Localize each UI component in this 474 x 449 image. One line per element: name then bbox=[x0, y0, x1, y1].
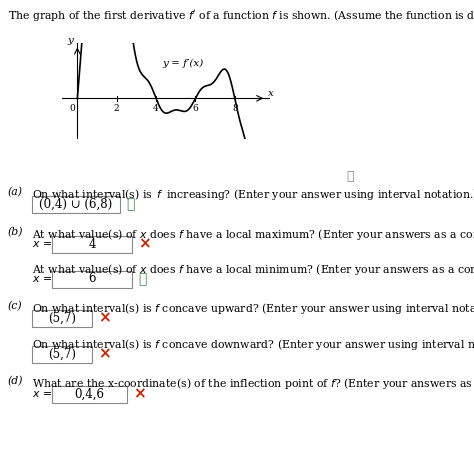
Text: $x$ =: $x$ = bbox=[32, 239, 52, 249]
Bar bbox=[32, 309, 92, 326]
Text: At what value(s) of $x$ does $f$ have a local minimum? (Enter your answers as a : At what value(s) of $x$ does $f$ have a … bbox=[32, 262, 474, 277]
Text: 6: 6 bbox=[88, 273, 96, 286]
Text: On what interval(s) is $f$ concave upward? (Enter your answer using interval not: On what interval(s) is $f$ concave upwar… bbox=[32, 301, 474, 316]
Bar bbox=[52, 386, 127, 402]
Bar bbox=[32, 345, 92, 362]
Text: (5,7): (5,7) bbox=[48, 312, 76, 325]
Text: (d): (d) bbox=[8, 376, 24, 386]
Text: y = f′(x): y = f′(x) bbox=[162, 58, 203, 68]
Text: (a): (a) bbox=[8, 187, 23, 197]
Text: 6: 6 bbox=[192, 104, 198, 113]
Text: ⓘ: ⓘ bbox=[346, 170, 354, 182]
Text: On what interval(s) is $f$ concave downward? (Enter your answer using interval n: On what interval(s) is $f$ concave downw… bbox=[32, 337, 474, 352]
Text: (c): (c) bbox=[8, 301, 23, 311]
Text: ✓: ✓ bbox=[126, 197, 134, 211]
Text: ×: × bbox=[133, 387, 146, 401]
Text: 4: 4 bbox=[153, 104, 159, 113]
Text: What are the x-coordinate(s) of the inflection point of $f$? (Enter your answers: What are the x-coordinate(s) of the infl… bbox=[32, 376, 474, 391]
Text: 2: 2 bbox=[114, 104, 119, 113]
Text: ×: × bbox=[98, 311, 111, 326]
Text: x: x bbox=[268, 88, 274, 97]
Text: ✓: ✓ bbox=[138, 272, 146, 286]
Text: (0,4) ∪ (6,8): (0,4) ∪ (6,8) bbox=[39, 198, 113, 211]
Text: On what interval(s) is  $f$  increasing? (Enter your answer using interval notat: On what interval(s) is $f$ increasing? (… bbox=[32, 187, 474, 202]
Bar bbox=[32, 195, 120, 212]
Text: $x$ =: $x$ = bbox=[32, 389, 52, 399]
Text: y: y bbox=[67, 35, 73, 44]
Text: ×: × bbox=[138, 237, 151, 251]
Text: (b): (b) bbox=[8, 227, 24, 238]
Text: 0: 0 bbox=[70, 104, 75, 113]
Bar bbox=[52, 270, 132, 287]
Text: At what value(s) of $x$ does $f$ have a local maximum? (Enter your answers as a : At what value(s) of $x$ does $f$ have a … bbox=[32, 227, 474, 242]
Bar bbox=[52, 235, 132, 252]
Text: 4: 4 bbox=[88, 238, 96, 251]
Text: $x$ =: $x$ = bbox=[32, 274, 52, 284]
Text: The graph of the first derivative $f'$ of a function $f$ is shown. (Assume the f: The graph of the first derivative $f'$ o… bbox=[8, 8, 474, 23]
Text: (5,7): (5,7) bbox=[48, 348, 76, 361]
Text: 0,4,6: 0,4,6 bbox=[74, 387, 104, 401]
Text: 8: 8 bbox=[232, 104, 237, 113]
Text: ×: × bbox=[98, 347, 111, 361]
